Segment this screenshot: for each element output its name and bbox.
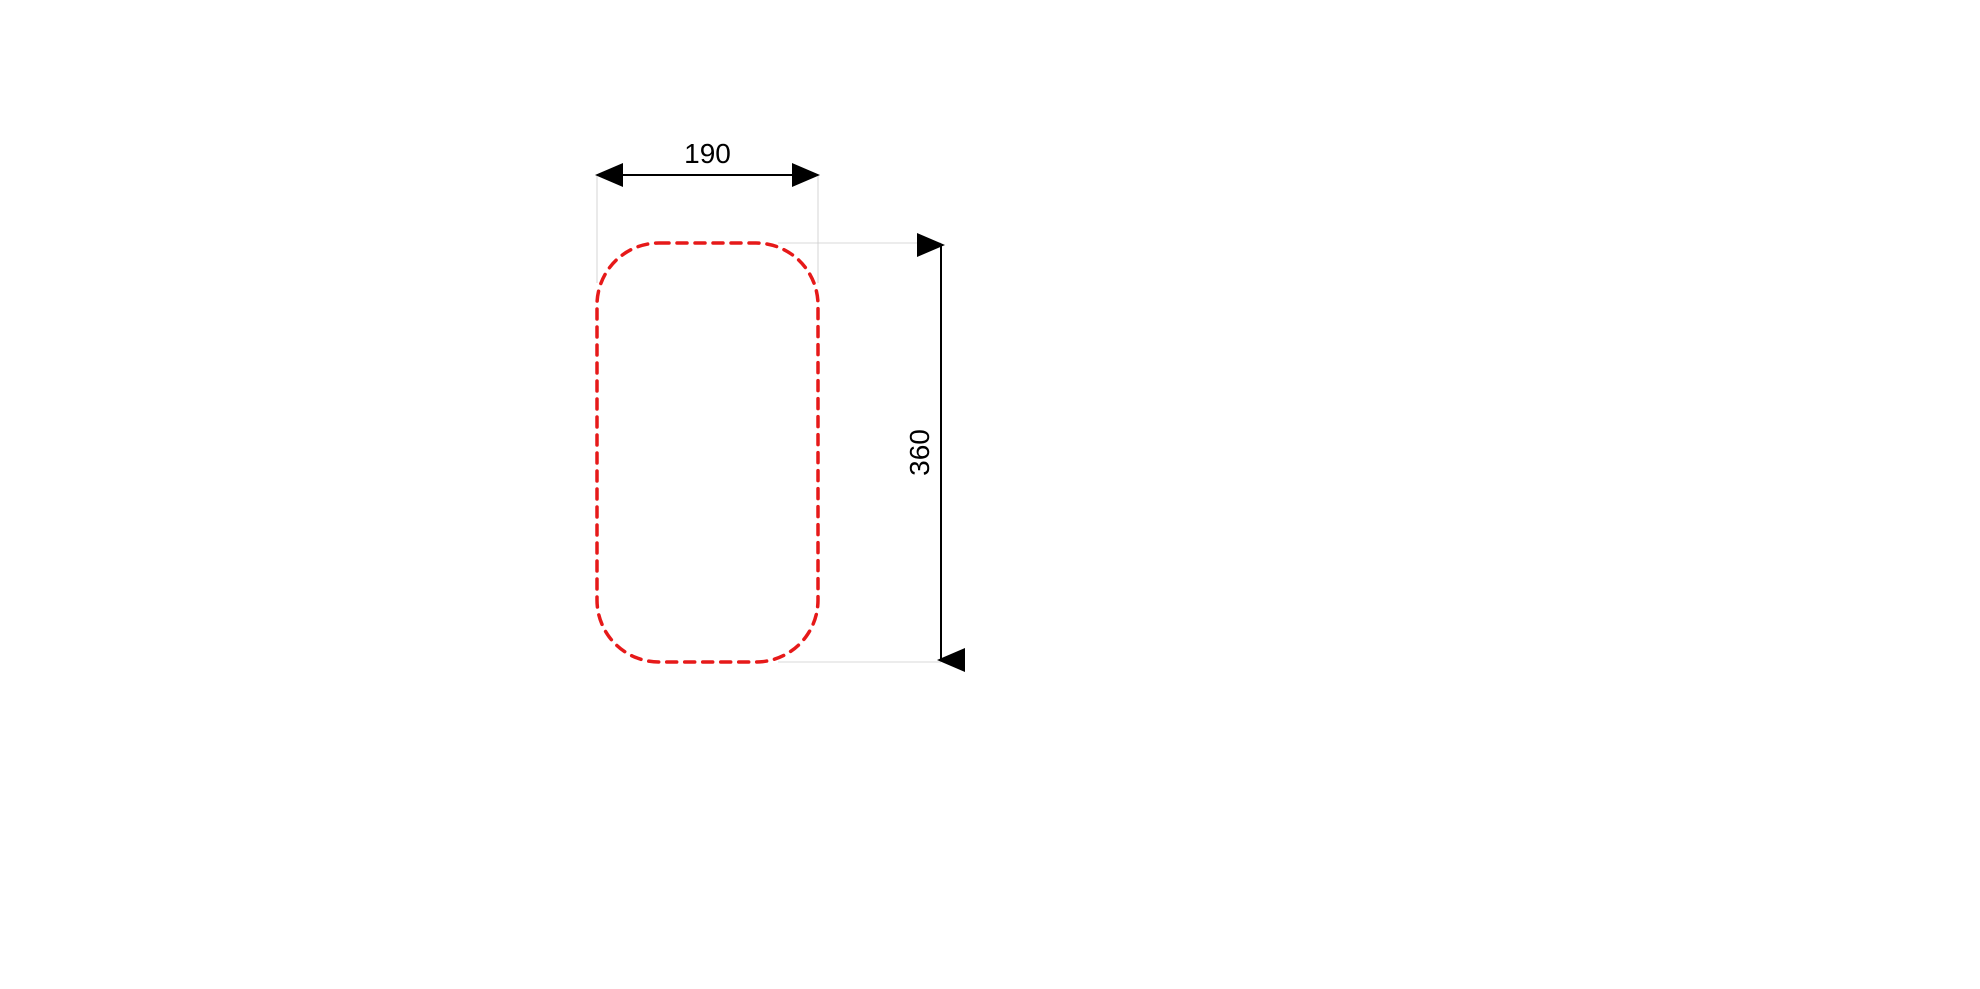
technical-drawing-svg: 190 360 <box>0 0 1980 989</box>
main-shape-rounded-rect <box>597 243 818 662</box>
width-dimension-label: 190 <box>684 138 731 169</box>
height-dimension-label: 360 <box>904 429 935 476</box>
